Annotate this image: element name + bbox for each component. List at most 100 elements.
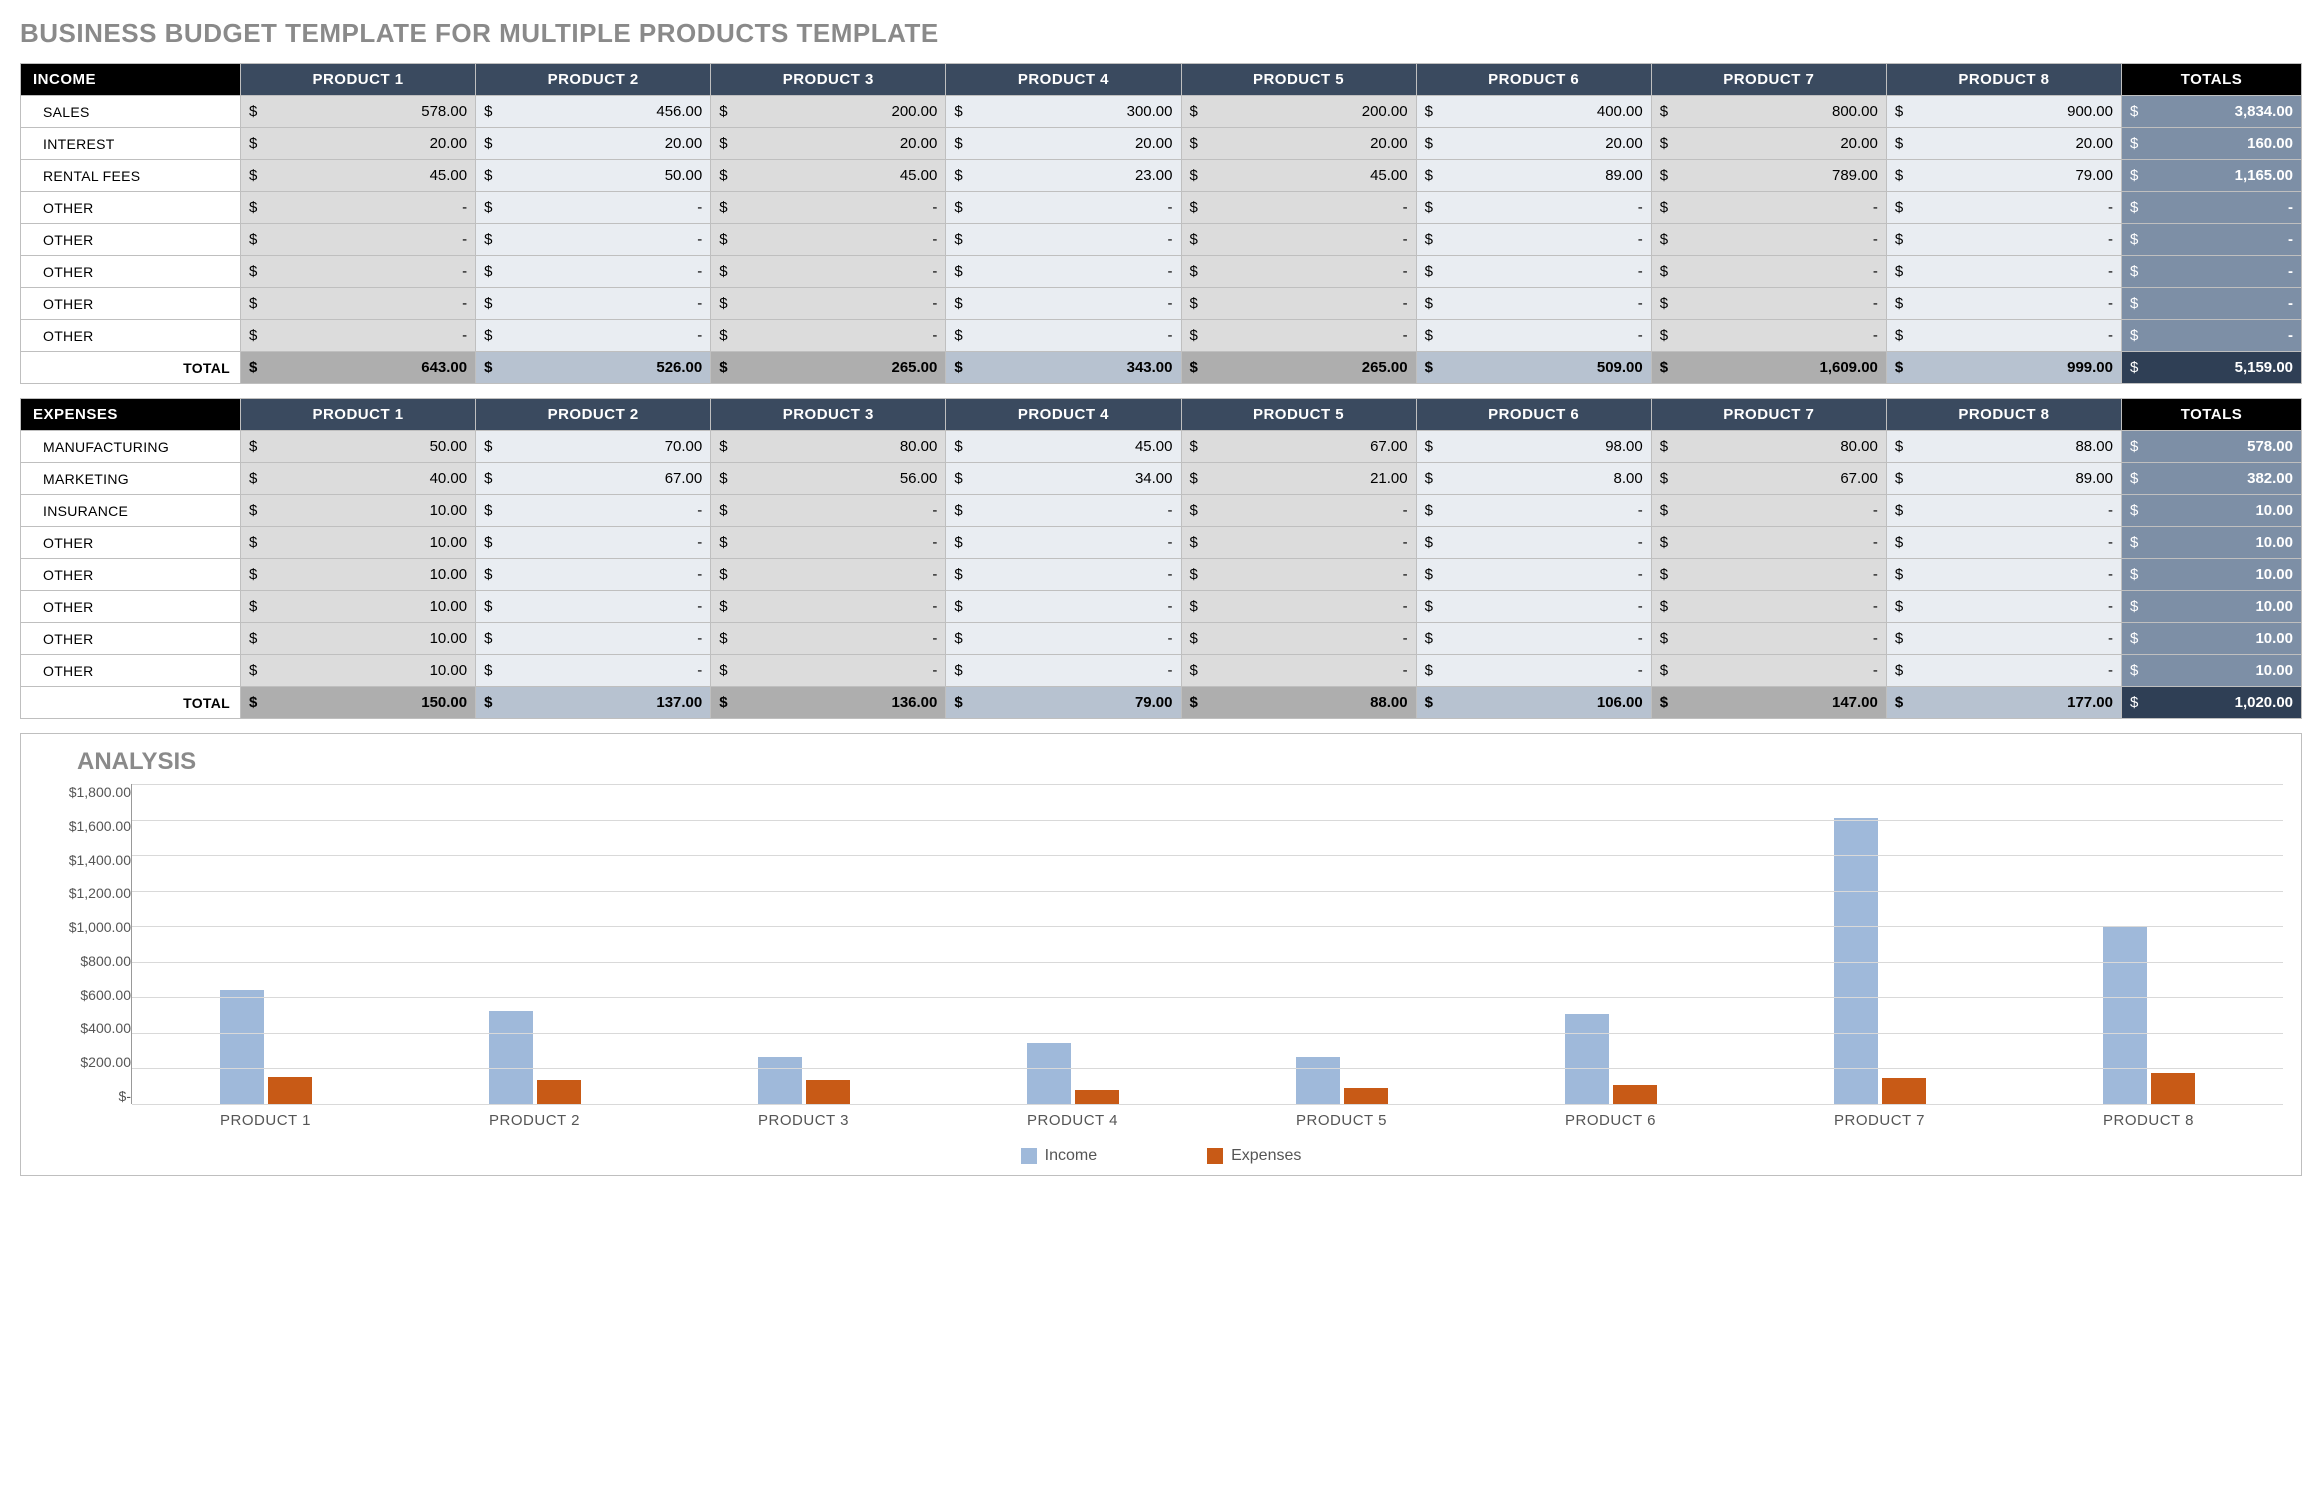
value-cell[interactable]: $-	[241, 224, 476, 256]
value-cell[interactable]: $50.00	[476, 160, 711, 192]
value-cell[interactable]: $-	[946, 591, 1181, 623]
value-cell[interactable]: $-	[1416, 320, 1651, 352]
value-cell[interactable]: $88.00	[1886, 431, 2121, 463]
value-cell[interactable]: $200.00	[711, 96, 946, 128]
value-cell[interactable]: $-	[1181, 288, 1416, 320]
value-cell[interactable]: $-	[476, 256, 711, 288]
value-cell[interactable]: $-	[476, 623, 711, 655]
value-cell[interactable]: $-	[1181, 527, 1416, 559]
value-cell[interactable]: $20.00	[476, 128, 711, 160]
value-cell[interactable]: $-	[1181, 623, 1416, 655]
value-cell[interactable]: $-	[1416, 655, 1651, 687]
value-cell[interactable]: $-	[946, 288, 1181, 320]
value-cell[interactable]: $-	[1181, 495, 1416, 527]
value-cell[interactable]: $-	[946, 623, 1181, 655]
value-cell[interactable]: $-	[1181, 192, 1416, 224]
value-cell[interactable]: $56.00	[711, 463, 946, 495]
value-cell[interactable]: $-	[1416, 591, 1651, 623]
value-cell[interactable]: $-	[711, 495, 946, 527]
value-cell[interactable]: $45.00	[711, 160, 946, 192]
value-cell[interactable]: $-	[711, 527, 946, 559]
value-cell[interactable]: $-	[1416, 224, 1651, 256]
value-cell[interactable]: $-	[476, 495, 711, 527]
value-cell[interactable]: $-	[946, 224, 1181, 256]
value-cell[interactable]: $-	[711, 559, 946, 591]
value-cell[interactable]: $67.00	[1651, 463, 1886, 495]
value-cell[interactable]: $-	[1651, 527, 1886, 559]
value-cell[interactable]: $23.00	[946, 160, 1181, 192]
value-cell[interactable]: $-	[1886, 655, 2121, 687]
value-cell[interactable]: $-	[476, 288, 711, 320]
value-cell[interactable]: $-	[711, 192, 946, 224]
value-cell[interactable]: $40.00	[241, 463, 476, 495]
value-cell[interactable]: $-	[1651, 288, 1886, 320]
value-cell[interactable]: $-	[1416, 527, 1651, 559]
value-cell[interactable]: $900.00	[1886, 96, 2121, 128]
value-cell[interactable]: $70.00	[476, 431, 711, 463]
value-cell[interactable]: $-	[946, 495, 1181, 527]
value-cell[interactable]: $50.00	[241, 431, 476, 463]
value-cell[interactable]: $20.00	[1651, 128, 1886, 160]
value-cell[interactable]: $-	[1886, 320, 2121, 352]
value-cell[interactable]: $-	[1416, 288, 1651, 320]
value-cell[interactable]: $10.00	[241, 495, 476, 527]
value-cell[interactable]: $80.00	[711, 431, 946, 463]
value-cell[interactable]: $-	[476, 559, 711, 591]
value-cell[interactable]: $-	[1651, 320, 1886, 352]
value-cell[interactable]: $-	[241, 256, 476, 288]
value-cell[interactable]: $-	[1886, 192, 2121, 224]
value-cell[interactable]: $98.00	[1416, 431, 1651, 463]
value-cell[interactable]: $-	[946, 559, 1181, 591]
value-cell[interactable]: $-	[1416, 192, 1651, 224]
value-cell[interactable]: $-	[241, 192, 476, 224]
value-cell[interactable]: $-	[711, 591, 946, 623]
value-cell[interactable]: $10.00	[241, 559, 476, 591]
value-cell[interactable]: $-	[1886, 288, 2121, 320]
value-cell[interactable]: $-	[1651, 591, 1886, 623]
value-cell[interactable]: $89.00	[1416, 160, 1651, 192]
value-cell[interactable]: $-	[946, 192, 1181, 224]
value-cell[interactable]: $-	[711, 655, 946, 687]
value-cell[interactable]: $45.00	[946, 431, 1181, 463]
value-cell[interactable]: $10.00	[241, 527, 476, 559]
value-cell[interactable]: $-	[711, 256, 946, 288]
value-cell[interactable]: $-	[1181, 591, 1416, 623]
value-cell[interactable]: $-	[946, 320, 1181, 352]
value-cell[interactable]: $45.00	[1181, 160, 1416, 192]
value-cell[interactable]: $-	[1416, 495, 1651, 527]
value-cell[interactable]: $-	[1651, 256, 1886, 288]
value-cell[interactable]: $-	[1416, 256, 1651, 288]
value-cell[interactable]: $20.00	[241, 128, 476, 160]
value-cell[interactable]: $-	[1886, 256, 2121, 288]
value-cell[interactable]: $20.00	[1886, 128, 2121, 160]
value-cell[interactable]: $-	[711, 623, 946, 655]
value-cell[interactable]: $-	[476, 527, 711, 559]
value-cell[interactable]: $-	[476, 192, 711, 224]
value-cell[interactable]: $20.00	[1181, 128, 1416, 160]
value-cell[interactable]: $-	[476, 224, 711, 256]
value-cell[interactable]: $456.00	[476, 96, 711, 128]
value-cell[interactable]: $-	[1886, 623, 2121, 655]
value-cell[interactable]: $300.00	[946, 96, 1181, 128]
value-cell[interactable]: $-	[1886, 591, 2121, 623]
value-cell[interactable]: $800.00	[1651, 96, 1886, 128]
value-cell[interactable]: $20.00	[711, 128, 946, 160]
value-cell[interactable]: $67.00	[476, 463, 711, 495]
value-cell[interactable]: $578.00	[241, 96, 476, 128]
value-cell[interactable]: $789.00	[1651, 160, 1886, 192]
value-cell[interactable]: $-	[1651, 655, 1886, 687]
value-cell[interactable]: $67.00	[1181, 431, 1416, 463]
value-cell[interactable]: $-	[1886, 224, 2121, 256]
value-cell[interactable]: $200.00	[1181, 96, 1416, 128]
value-cell[interactable]: $-	[1651, 192, 1886, 224]
value-cell[interactable]: $20.00	[1416, 128, 1651, 160]
value-cell[interactable]: $-	[1651, 559, 1886, 591]
value-cell[interactable]: $-	[1181, 320, 1416, 352]
value-cell[interactable]: $-	[711, 224, 946, 256]
value-cell[interactable]: $-	[1651, 495, 1886, 527]
value-cell[interactable]: $-	[476, 320, 711, 352]
value-cell[interactable]: $-	[1886, 559, 2121, 591]
value-cell[interactable]: $400.00	[1416, 96, 1651, 128]
value-cell[interactable]: $79.00	[1886, 160, 2121, 192]
value-cell[interactable]: $-	[946, 256, 1181, 288]
